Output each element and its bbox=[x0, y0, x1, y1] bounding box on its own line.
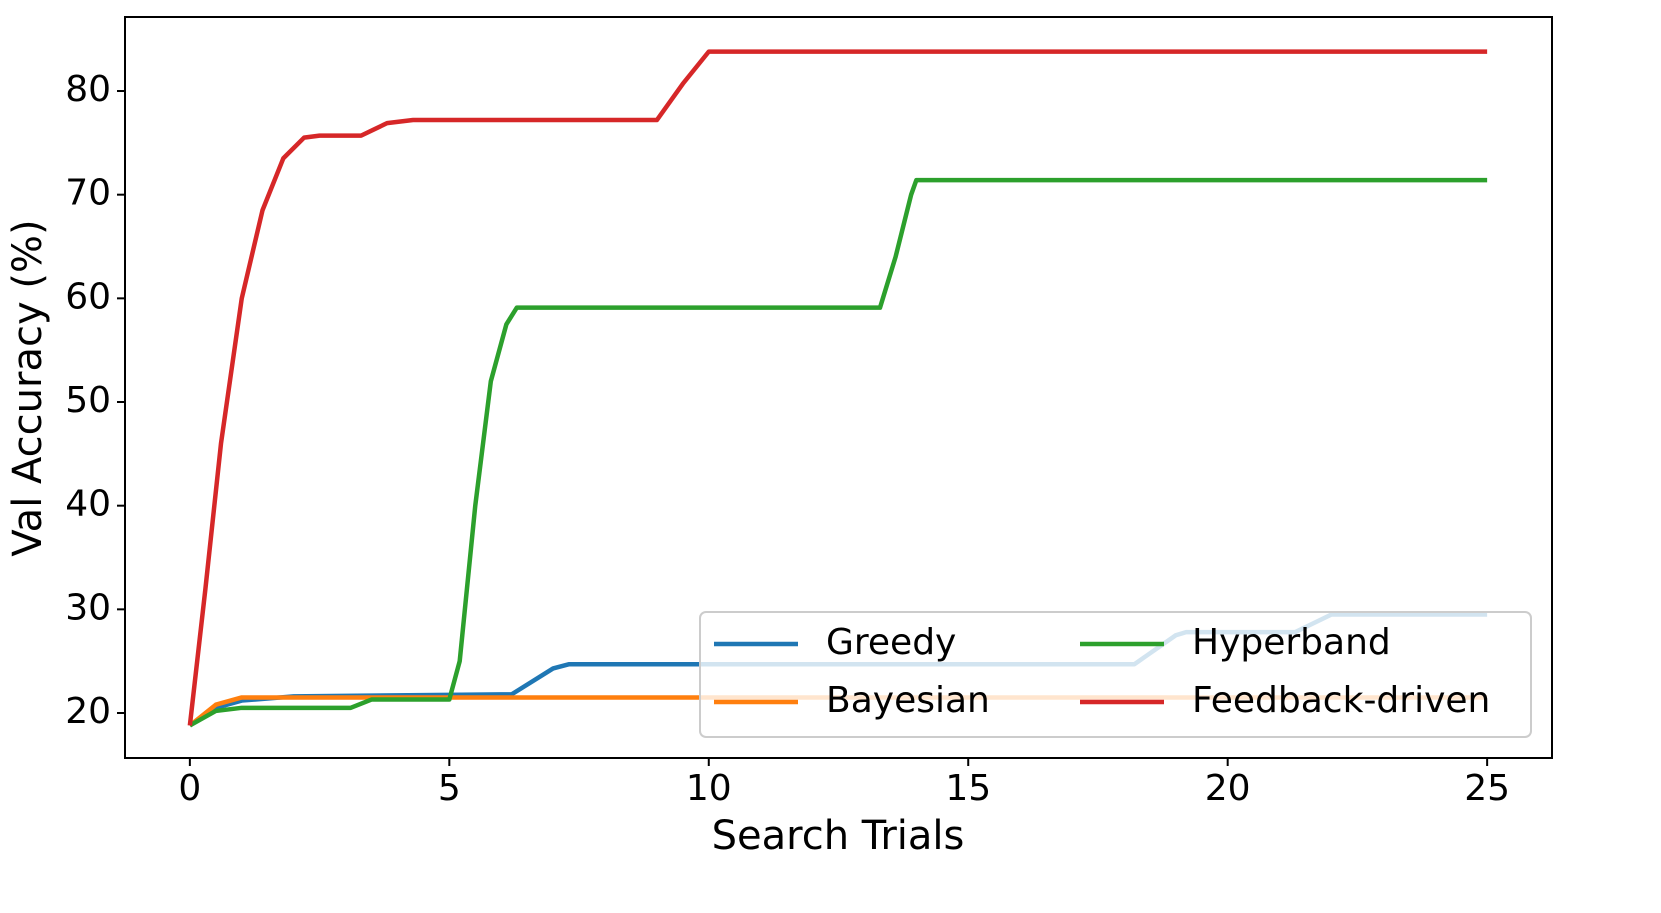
x-tick-label: 10 bbox=[686, 768, 732, 809]
x-tick-label: 15 bbox=[945, 768, 991, 809]
x-tick-label: 20 bbox=[1205, 768, 1251, 809]
y-tick-label: 60 bbox=[65, 276, 111, 317]
y-tick-label: 50 bbox=[65, 380, 111, 421]
plot-frame bbox=[124, 16, 1553, 759]
legend-label: Feedback-driven bbox=[1192, 680, 1490, 721]
legend: Greedy Bayesian Hyperband Feedback-driven bbox=[699, 611, 1532, 738]
series-line bbox=[188, 177, 1488, 728]
y-tick-label: 80 bbox=[65, 69, 111, 110]
legend-label: Greedy bbox=[826, 622, 956, 663]
y-tick-label: 70 bbox=[65, 173, 111, 214]
x-axis-label: Search Trials bbox=[712, 813, 965, 859]
legend-label: Bayesian bbox=[826, 680, 990, 721]
series-line bbox=[187, 49, 1488, 726]
x-tick-label: 0 bbox=[178, 768, 201, 809]
y-tick-label: 20 bbox=[65, 691, 111, 732]
y-tick-label: 30 bbox=[65, 587, 111, 628]
legend-box bbox=[699, 611, 1532, 738]
x-tick-label: 25 bbox=[1464, 768, 1510, 809]
x-tick-label: 5 bbox=[438, 768, 461, 809]
legend-label: Hyperband bbox=[1192, 622, 1391, 663]
y-axis-label: Val Accuracy (%) bbox=[5, 219, 51, 556]
y-tick-label: 40 bbox=[65, 484, 111, 525]
